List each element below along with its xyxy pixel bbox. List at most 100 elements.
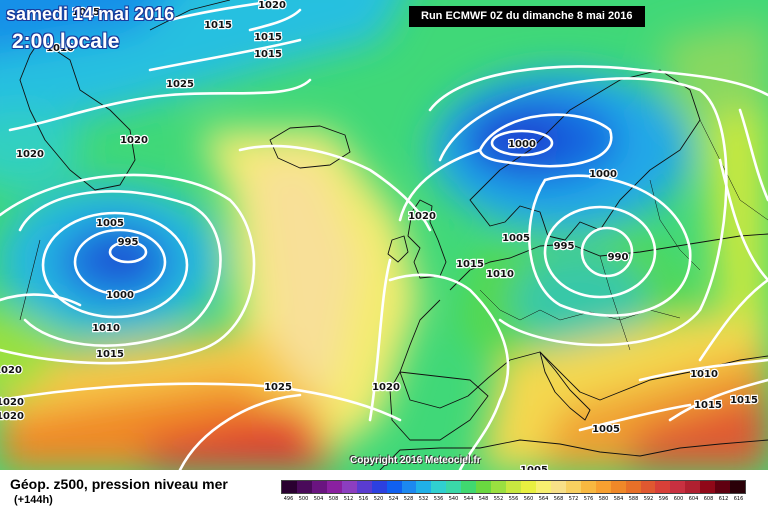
isobar-label: 1000 bbox=[508, 139, 536, 150]
isobar-label: 1015 bbox=[456, 259, 484, 270]
coastlines bbox=[19, 0, 768, 470]
legend-swatch bbox=[416, 481, 432, 493]
legend-swatch bbox=[730, 481, 746, 493]
isobar-label: 1020 bbox=[372, 382, 400, 393]
field-description: Géop. z500, pression niveau mer bbox=[10, 476, 228, 492]
isobar-label: 995 bbox=[554, 241, 575, 252]
legend-tick-label: 588 bbox=[628, 496, 639, 502]
legend-swatch bbox=[715, 481, 731, 493]
legend-tick-label: 580 bbox=[598, 496, 609, 502]
legend-tick-label: 532 bbox=[418, 496, 429, 502]
legend-tick-label: 516 bbox=[358, 496, 369, 502]
isobar-label: 1020 bbox=[0, 411, 24, 422]
isobar-labels: 1015101510201015101510101025102010201005… bbox=[0, 0, 759, 470]
legend-tick-label: 544 bbox=[463, 496, 474, 502]
isobar-label: 995 bbox=[118, 237, 139, 248]
legend-tick-label: 512 bbox=[343, 496, 354, 502]
color-scale-ticks: 496 500 504 508 512 516 520 524 528 532 536 540 544 5… bbox=[281, 496, 746, 506]
legend-tick-label: 536 bbox=[433, 496, 444, 502]
legend-swatch bbox=[431, 481, 447, 493]
legend-tick-label: 540 bbox=[448, 496, 459, 502]
isobar-label: 1000 bbox=[106, 290, 134, 301]
legend-swatch bbox=[640, 481, 656, 493]
legend-swatch bbox=[296, 481, 312, 493]
isobar-label: 1005 bbox=[96, 218, 124, 229]
legend-swatch bbox=[700, 481, 716, 493]
legend-tick-label: 520 bbox=[373, 496, 384, 502]
isobar-label: 1010 bbox=[46, 43, 74, 54]
isobar-label: 1000 bbox=[589, 169, 617, 180]
isobar-label: 1020 bbox=[408, 211, 436, 222]
isobar-label: 1025 bbox=[264, 382, 292, 393]
isobar-label: 1005 bbox=[502, 233, 530, 244]
legend-tick-label: 504 bbox=[313, 496, 324, 502]
legend-tick-label: 548 bbox=[478, 496, 489, 502]
isobar-label: 1005 bbox=[592, 424, 620, 435]
isobar-label: 1015 bbox=[204, 20, 232, 31]
isobar-label: 1010 bbox=[690, 369, 718, 380]
legend-swatch bbox=[371, 481, 387, 493]
legend-tick-label: 612 bbox=[718, 496, 729, 502]
legend-swatch bbox=[595, 481, 611, 493]
legend-tick-label: 508 bbox=[328, 496, 339, 502]
legend-swatch bbox=[565, 481, 581, 493]
isobar-label: 1020 bbox=[120, 135, 148, 146]
legend-tick-label: 528 bbox=[403, 496, 414, 502]
legend-swatch bbox=[580, 481, 596, 493]
legend-swatch bbox=[326, 481, 342, 493]
model-run-info: Run ECMWF 0Z du dimanche 8 mai 2016 bbox=[409, 6, 645, 27]
isobar-label: 1015 bbox=[72, 7, 100, 18]
legend-tick-label: 496 bbox=[283, 496, 294, 502]
isobar-label: 1020 bbox=[0, 397, 24, 408]
isobar-label: 1015 bbox=[254, 49, 282, 60]
isobar-label: 1010 bbox=[486, 269, 514, 280]
legend-swatch bbox=[550, 481, 566, 493]
color-scale-legend bbox=[281, 480, 746, 494]
legend-swatch bbox=[685, 481, 701, 493]
legend-swatch bbox=[655, 481, 671, 493]
isobar-label: 1005 bbox=[520, 465, 548, 470]
legend-tick-label: 552 bbox=[493, 496, 504, 502]
forecast-local-time: 2:00 locale bbox=[12, 30, 120, 53]
legend-tick-label: 616 bbox=[733, 496, 744, 502]
legend-tick-label: 564 bbox=[538, 496, 549, 502]
legend-tick-label: 600 bbox=[673, 496, 684, 502]
legend-swatch bbox=[476, 481, 492, 493]
legend-tick-label: 604 bbox=[688, 496, 699, 502]
legend-swatch bbox=[386, 481, 402, 493]
legend-swatch bbox=[535, 481, 551, 493]
legend-swatch bbox=[446, 481, 462, 493]
legend-tick-label: 556 bbox=[508, 496, 519, 502]
legend-swatch bbox=[610, 481, 626, 493]
isobar-lines bbox=[0, 0, 768, 470]
footer-panel: Géop. z500, pression niveau mer (+144h) … bbox=[0, 470, 768, 512]
legend-swatch bbox=[341, 481, 357, 493]
legend-tick-label: 572 bbox=[568, 496, 579, 502]
legend-tick-label: 592 bbox=[643, 496, 654, 502]
isobar-label: 1015 bbox=[96, 349, 124, 360]
isobar-label: 1015 bbox=[254, 32, 282, 43]
legend-swatch bbox=[506, 481, 521, 493]
legend-swatch bbox=[521, 481, 536, 493]
legend-swatch bbox=[491, 481, 507, 493]
forecast-date-title: samedi 14 mai 2016 bbox=[6, 4, 175, 24]
legend-tick-label: 608 bbox=[703, 496, 714, 502]
legend-swatch bbox=[282, 481, 297, 493]
legend-tick-label: 560 bbox=[523, 496, 534, 502]
lead-time-label: (+144h) bbox=[14, 494, 53, 506]
isobar-label: 1020 bbox=[0, 365, 22, 376]
isobar-label: 1015 bbox=[730, 395, 758, 406]
legend-tick-label: 500 bbox=[298, 496, 309, 502]
legend-tick-label: 568 bbox=[553, 496, 564, 502]
legend-swatch bbox=[356, 481, 372, 493]
legend-swatch bbox=[311, 481, 327, 493]
legend-tick-label: 576 bbox=[583, 496, 594, 502]
legend-tick-label: 584 bbox=[613, 496, 624, 502]
isobar-label: 1025 bbox=[166, 79, 194, 90]
map-canvas: 1015101510201015101510101025102010201005… bbox=[0, 0, 768, 470]
legend-swatch bbox=[401, 481, 417, 493]
isobar-label: 990 bbox=[608, 252, 629, 263]
isobar-label: 1020 bbox=[16, 149, 44, 160]
isobar-label: 1015 bbox=[694, 400, 722, 411]
